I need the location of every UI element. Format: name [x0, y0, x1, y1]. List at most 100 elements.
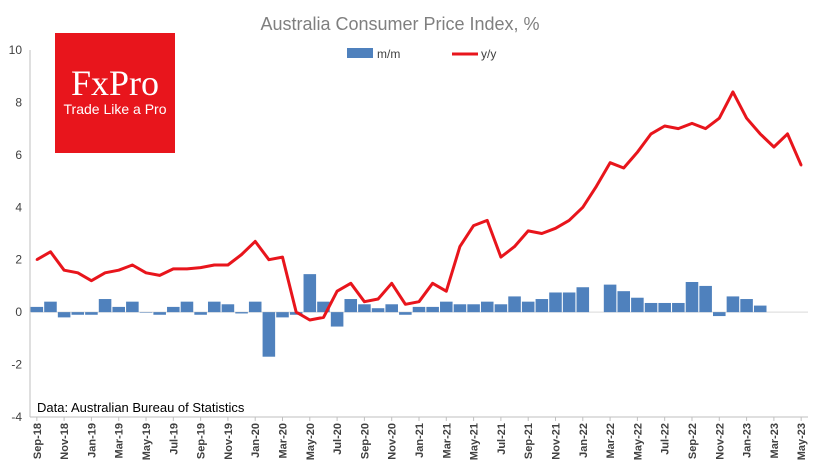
mm-bar	[221, 304, 235, 313]
x-tick-label: Jul-22	[660, 423, 672, 455]
x-tick-label: Nov-21	[550, 423, 562, 460]
x-tick-label: Nov-20	[387, 423, 399, 460]
yy-point	[636, 151, 639, 154]
yy-point	[322, 316, 325, 319]
mm-bar	[562, 292, 576, 313]
yy-point	[649, 132, 653, 136]
x-tick-label: Jan-19	[86, 423, 98, 458]
x-tick-label: May-19	[141, 423, 153, 460]
legend: m/m y/y	[347, 47, 496, 61]
mm-bar	[248, 301, 262, 313]
x-tick-label: Nov-22	[714, 423, 726, 460]
mm-bar	[153, 312, 166, 315]
yy-point	[254, 240, 257, 243]
mm-bar	[262, 312, 276, 357]
legend-mm-swatch	[347, 48, 373, 58]
y-tick-label: 2	[15, 253, 22, 267]
mm-bar	[112, 306, 125, 313]
yy-point	[376, 297, 380, 301]
yy-point	[308, 318, 312, 322]
mm-bar	[412, 306, 426, 313]
fxpro-logo: FxPro Trade Like a Pro	[55, 33, 175, 153]
yy-point	[49, 250, 52, 254]
yy-point	[349, 282, 352, 285]
x-tick-label: Sep-19	[196, 423, 208, 459]
yy-point	[199, 266, 202, 269]
yy-point	[663, 124, 666, 128]
mm-bar	[494, 304, 508, 313]
x-tick-label: Jan-22	[578, 423, 590, 458]
mm-bar	[672, 302, 685, 313]
x-tick-label: Sep-22	[687, 423, 699, 459]
mm-bar	[521, 301, 535, 313]
legend-mm-label: m/m	[377, 47, 400, 61]
mm-bar	[617, 291, 631, 313]
x-tick-label: Jan-20	[250, 423, 262, 458]
y-tick-label: 6	[15, 148, 22, 162]
yy-point	[595, 185, 598, 188]
mm-bar	[194, 312, 207, 315]
mm-bar	[726, 296, 740, 313]
mm-bar	[399, 312, 412, 315]
mm-bar	[453, 304, 467, 313]
source-note: Data: Australian Bureau of Statistics	[37, 400, 245, 415]
logo-background	[55, 33, 175, 153]
mm-bar	[549, 292, 562, 313]
yy-point	[608, 161, 612, 164]
yy-point	[486, 219, 489, 222]
legend-yy-label: y/y	[481, 47, 496, 61]
mm-bar	[44, 301, 57, 313]
x-tick-label: Nov-19	[223, 423, 235, 460]
y-tick-label: 8	[15, 95, 22, 109]
yy-point	[445, 289, 448, 293]
mm-bar	[644, 302, 658, 313]
x-tick-label: Mar-22	[605, 423, 617, 458]
yy-point	[554, 227, 557, 230]
x-tick-label: Jul-21	[496, 423, 508, 455]
yy-point	[704, 127, 707, 130]
mm-bar	[358, 304, 371, 313]
y-tick-label: -2	[11, 358, 22, 372]
x-axis-tick-labels: Sep-18 Nov-18 Jan-19 Mar-19 May-19 Jul-19 Sep-…	[32, 423, 808, 460]
mm-bar	[467, 304, 480, 313]
x-tick-label: Mar-19	[114, 423, 126, 458]
x-tick-label: Sep-18	[32, 423, 44, 459]
yy-point	[172, 267, 175, 271]
yy-point	[226, 263, 230, 267]
yy-point	[690, 122, 694, 125]
yy-point	[35, 258, 39, 261]
yy-point	[526, 229, 530, 233]
yy-point	[499, 255, 503, 259]
yy-point	[158, 274, 161, 277]
mm-bar	[180, 301, 194, 313]
yy-point	[213, 263, 216, 267]
mm-bar	[167, 306, 180, 313]
yy-point	[772, 145, 776, 149]
mm-bar	[576, 287, 590, 313]
chart-title: Australia Consumer Price Index, %	[260, 14, 539, 34]
yy-point	[472, 224, 475, 227]
yy-point	[390, 282, 393, 285]
y-tick-label: 10	[9, 43, 23, 57]
yy-point	[144, 271, 148, 275]
yy-point	[540, 232, 544, 235]
mm-bar	[426, 306, 439, 313]
mm-bar	[740, 299, 753, 313]
mm-bar	[603, 284, 617, 313]
mm-bar	[126, 301, 139, 313]
x-tick-label: Mar-21	[441, 423, 453, 458]
yy-point	[786, 132, 789, 136]
x-tick-label: May-22	[632, 423, 644, 460]
yy-point	[103, 271, 107, 275]
y-tick-label: 0	[15, 305, 22, 319]
mm-bar	[713, 312, 726, 317]
x-tick-label: Nov-18	[59, 423, 71, 460]
yy-point	[281, 255, 284, 259]
x-tick-label: Jan-21	[414, 423, 426, 458]
x-tick-label: Mar-20	[278, 423, 290, 458]
logo-brand: FxPro	[71, 63, 159, 103]
yy-point	[294, 310, 298, 314]
mm-bar	[658, 302, 671, 313]
yy-point	[718, 116, 721, 120]
mm-bar	[57, 312, 71, 318]
